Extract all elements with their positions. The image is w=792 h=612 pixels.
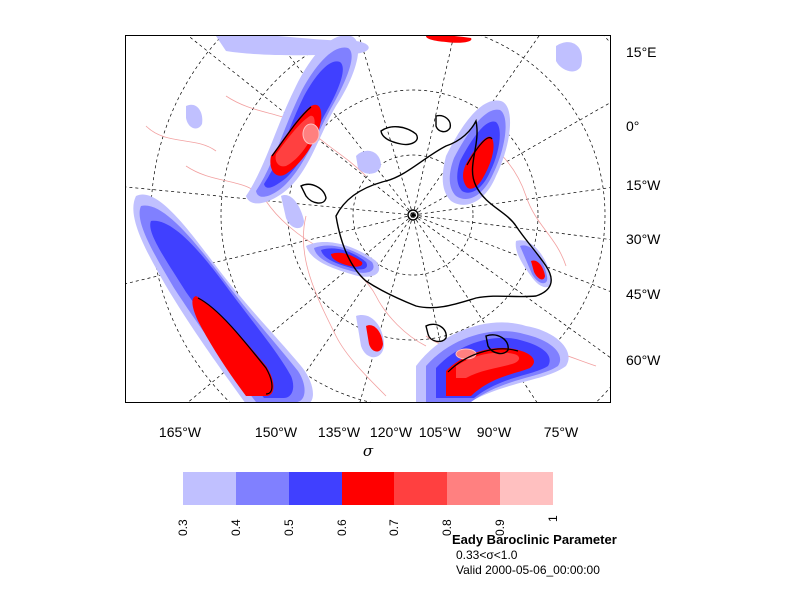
- right-label-0: 0°: [626, 118, 640, 134]
- map-plot: [126, 36, 610, 402]
- right-label-15e: 15°E: [626, 44, 657, 60]
- colorbar-tick-label: 0.3: [176, 519, 190, 536]
- x-axis-symbol: σ: [362, 442, 374, 460]
- colorbar-tick-label: 0.4: [228, 519, 243, 536]
- lon-label-165w: 165°W: [158, 424, 202, 440]
- colorbar-tick-label: 0.5: [281, 519, 296, 536]
- colorbar: [183, 472, 554, 505]
- graticule: [126, 36, 610, 402]
- map-panel: [125, 35, 611, 403]
- lon-label-135w: 135°W: [317, 424, 361, 440]
- caption-levels: 0.33<σ<1.0: [456, 548, 518, 562]
- colorbar-tick-label: 0.6: [334, 519, 349, 536]
- colorbar-tick-label: 1: [546, 515, 560, 522]
- colorbar-box: [235, 472, 289, 505]
- colorbar-box: [500, 472, 554, 505]
- right-label-15w: 15°W: [626, 177, 661, 193]
- lon-label-105w: 105°W: [418, 424, 462, 440]
- colorbar-box: [394, 472, 448, 505]
- right-label-45w: 45°W: [626, 286, 661, 302]
- colorbar-box: [183, 472, 236, 505]
- caption-valid-time: Valid 2000-05-06_00:00:00: [456, 563, 600, 577]
- colorbar-box: [288, 472, 342, 505]
- right-label-30w: 30°W: [626, 231, 661, 247]
- colorbar-box: [447, 472, 501, 505]
- caption-title: Eady Baroclinic Parameter: [452, 532, 617, 547]
- lon-label-90w: 90°W: [476, 424, 512, 440]
- lon-label-120w: 120°W: [369, 424, 413, 440]
- lon-label-150w: 150°W: [254, 424, 298, 440]
- eady-contours: [197, 106, 519, 395]
- colorbar-tick-label: 0.7: [387, 519, 402, 536]
- lon-label-75w: 75°W: [543, 424, 579, 440]
- colorbar-box: [341, 472, 395, 505]
- land-outline: [300, 114, 552, 355]
- right-label-60w: 60°W: [626, 352, 661, 368]
